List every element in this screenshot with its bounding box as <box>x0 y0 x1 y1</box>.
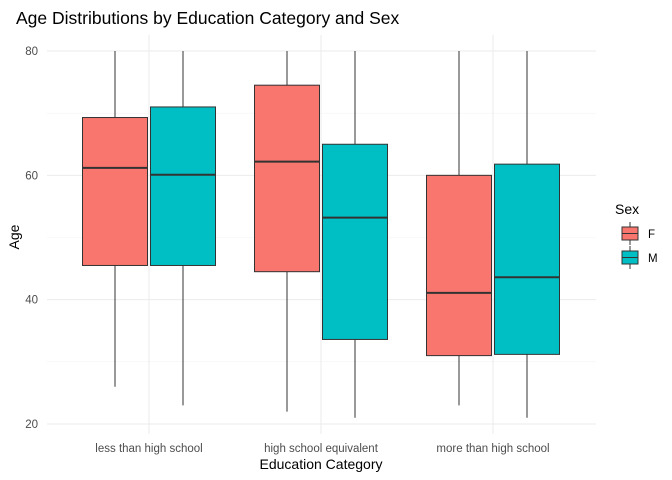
x-tick-label: less than high school <box>95 443 202 455</box>
box-iqr <box>82 117 148 266</box>
box-F-0 <box>82 51 148 387</box>
x-axis-title: Education Category <box>260 456 383 472</box>
box-F-1 <box>254 51 320 412</box>
box-iqr <box>426 174 492 357</box>
box-plots <box>82 51 560 418</box>
y-tick-label: 60 <box>25 170 38 182</box>
legend-label: M <box>648 253 658 265</box>
x-tick-label: more than high school <box>436 443 549 455</box>
chart-title: Age Distributions by Education Category … <box>16 8 400 28</box>
box-M-2 <box>494 51 560 418</box>
y-axis-title: Age <box>6 224 22 249</box>
y-tick-label: 40 <box>25 295 38 307</box>
box-iqr <box>494 163 560 355</box>
legend: Sex FM <box>615 201 658 269</box>
x-axis-ticks: less than high school high school equival… <box>95 443 549 455</box>
box-iqr <box>254 84 320 273</box>
box-iqr <box>150 106 216 266</box>
y-tick-label: 20 <box>25 419 38 431</box>
y-axis-ticks: 20 40 60 80 <box>25 46 38 431</box>
legend-item-F: F <box>621 222 655 245</box>
box-F-2 <box>426 51 492 406</box>
legend-title: Sex <box>615 201 639 217</box>
y-tick-label: 80 <box>25 46 38 58</box>
legend-label: F <box>648 229 655 241</box>
x-tick-label: high school equivalent <box>264 443 379 455</box>
box-iqr <box>322 143 388 340</box>
legend-item-M: M <box>621 246 658 269</box>
box-M-1 <box>322 51 388 418</box>
box-M-0 <box>150 51 216 406</box>
